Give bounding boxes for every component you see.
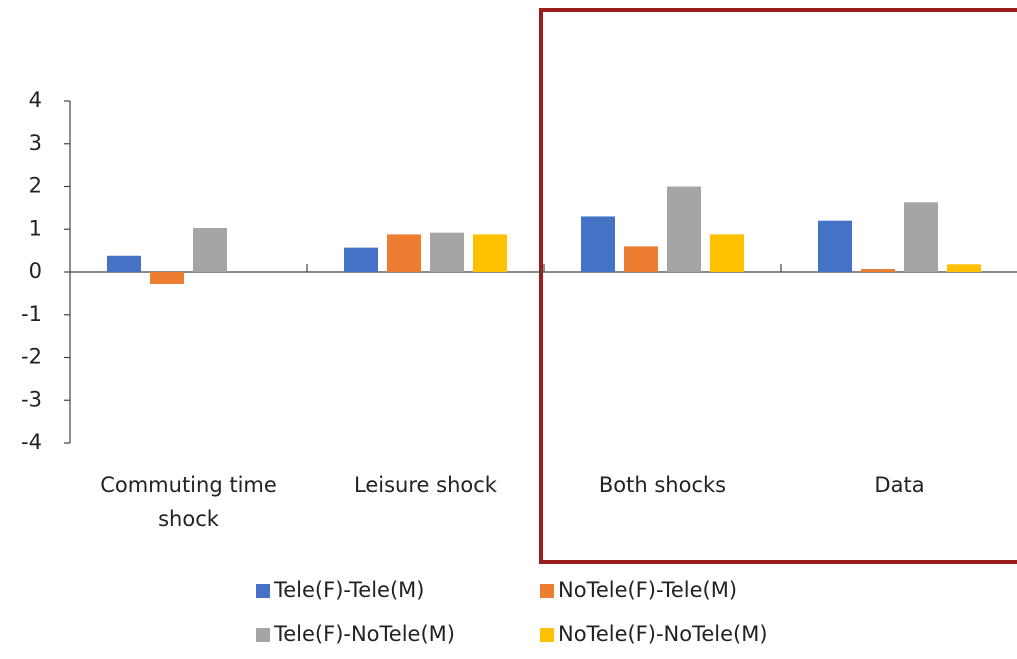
y-tick-label: -4 <box>21 430 42 454</box>
bar <box>710 234 744 272</box>
y-tick-label: 2 <box>29 174 42 198</box>
legend-swatch <box>256 584 270 598</box>
bar <box>107 255 141 272</box>
bar <box>861 269 895 272</box>
y-tick-label: 3 <box>29 131 42 155</box>
bar <box>150 272 184 284</box>
legend-label: Tele(F)-Tele(M) <box>273 578 425 602</box>
bar <box>624 246 658 272</box>
bar <box>193 227 227 272</box>
x-tick-label: Leisure shock <box>354 473 497 497</box>
y-tick-label: -3 <box>21 387 42 411</box>
x-tick-label: Data <box>874 473 925 497</box>
legend-label: Tele(F)-NoTele(M) <box>273 622 455 646</box>
y-tick-label: 4 <box>29 88 42 112</box>
bar <box>947 264 981 272</box>
bar <box>473 234 507 272</box>
y-tick-label: 0 <box>29 259 42 283</box>
bar <box>667 186 701 272</box>
x-tick-label: Both shocks <box>598 473 727 497</box>
bar <box>581 216 615 272</box>
y-tick-label: 1 <box>29 216 42 240</box>
bar <box>344 247 378 272</box>
x-tick-label: Commuting time shock <box>100 473 277 531</box>
highlight-box <box>539 8 1017 564</box>
bar <box>818 220 852 272</box>
y-tick-label: -1 <box>21 302 42 326</box>
legend-label: NoTele(F)-Tele(M) <box>558 578 737 602</box>
legend-swatch <box>540 628 554 642</box>
legend-swatch <box>256 628 270 642</box>
bar <box>904 202 938 272</box>
bar <box>430 232 464 272</box>
legend-swatch <box>540 584 554 598</box>
bar <box>387 234 421 272</box>
y-tick-label: -2 <box>21 345 42 369</box>
legend-label: NoTele(F)-NoTele(M) <box>558 622 768 646</box>
